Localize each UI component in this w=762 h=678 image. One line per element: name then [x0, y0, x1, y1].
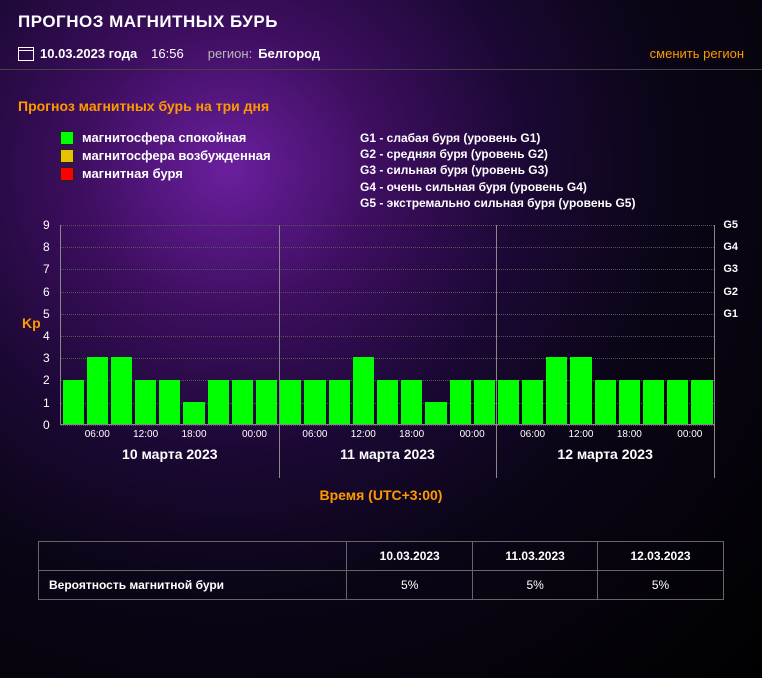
legend-label: магнитная буря: [82, 166, 183, 181]
kp-bar: [111, 357, 132, 424]
x-tick: 00:00: [677, 429, 702, 440]
y-tick: 3: [43, 351, 50, 365]
table-header: 10.03.2023: [347, 541, 473, 570]
change-region-link[interactable]: сменить регион: [650, 46, 744, 61]
day-label: 11 марта 2023: [340, 446, 435, 462]
day-label: 12 марта 2023: [557, 446, 652, 462]
kp-bar: [522, 380, 543, 424]
y-tick: 2: [43, 373, 50, 387]
table-cell: 5%: [473, 570, 598, 599]
kp-bar: [63, 380, 84, 424]
kp-bar: [377, 380, 398, 424]
kp-bar: [643, 380, 664, 424]
row-label: Вероятность магнитной бури: [39, 570, 347, 599]
x-tick: 00:00: [460, 429, 485, 440]
table-row: Вероятность магнитной бури5%5%5%: [39, 570, 724, 599]
kp-bar: [498, 380, 519, 424]
kp-chart: Kp 0123456789G1G2G3G4G506:0012:0018:0000…: [18, 225, 744, 503]
legend-swatch: [60, 131, 74, 145]
legend-item: магнитосфера спокойная: [60, 130, 360, 145]
kp-bar: [401, 380, 422, 424]
kp-bar: [208, 380, 229, 424]
g-level-label: G1 - слабая буря (уровень G1): [360, 130, 635, 146]
legend-swatch: [60, 149, 74, 163]
legend-item: магнитная буря: [60, 166, 360, 181]
y-tick: 7: [43, 262, 50, 276]
kp-bar: [87, 357, 108, 424]
table-header: 11.03.2023: [473, 541, 598, 570]
x-tick: 06:00: [85, 429, 110, 440]
g-tick: G4: [723, 241, 738, 253]
y-tick: 6: [43, 285, 50, 299]
y-tick: 1: [43, 396, 50, 410]
kp-bar: [691, 380, 712, 424]
calendar-icon: [18, 47, 34, 61]
region-value: Белгород: [258, 46, 320, 61]
kp-bar: [353, 357, 374, 424]
kp-bar: [256, 380, 277, 424]
g-tick: G3: [723, 263, 738, 275]
x-tick: 12:00: [351, 429, 376, 440]
kp-bar: [570, 357, 591, 424]
kp-bar: [232, 380, 253, 424]
table-cell: 5%: [598, 570, 724, 599]
page-title: ПРОГНОЗ МАГНИТНЫХ БУРЬ: [18, 12, 744, 32]
kp-bar: [546, 357, 567, 424]
x-tick: 18:00: [182, 429, 207, 440]
legend-label: магнитосфера возбужденная: [82, 148, 271, 163]
g-tick: G5: [723, 219, 738, 231]
kp-bar: [619, 380, 640, 424]
region-label: регион:: [208, 46, 252, 61]
kp-bar: [135, 380, 156, 424]
x-tick: 18:00: [399, 429, 424, 440]
g-level-label: G3 - сильная буря (уровень G3): [360, 162, 635, 178]
table-header: [39, 541, 347, 570]
y-tick: 4: [43, 329, 50, 343]
kp-bar: [667, 380, 688, 424]
y-tick: 8: [43, 240, 50, 254]
x-tick: 06:00: [302, 429, 327, 440]
legend: магнитосфера спокойная магнитосфера возбу…: [0, 126, 762, 219]
info-bar: 10.03.2023 года 16:56 регион: Белгород с…: [0, 38, 762, 70]
table-cell: 5%: [347, 570, 473, 599]
day-label: 10 марта 2023: [122, 446, 217, 462]
x-tick: 12:00: [568, 429, 593, 440]
g-level-label: G5 - экстремально сильная буря (уровень …: [360, 195, 635, 211]
table-header: 12.03.2023: [598, 541, 724, 570]
kp-bar: [329, 380, 350, 424]
y-tick: 9: [43, 218, 50, 232]
kp-bar: [450, 380, 471, 424]
y-tick: 5: [43, 307, 50, 321]
y-axis-label: Kp: [22, 315, 41, 331]
x-tick: 06:00: [520, 429, 545, 440]
forecast-subtitle: Прогноз магнитных бурь на три дня: [0, 70, 762, 126]
y-tick: 0: [43, 418, 50, 432]
legend-swatch: [60, 167, 74, 181]
kp-bar: [280, 380, 301, 424]
kp-bar: [304, 380, 325, 424]
probability-table: 10.03.202311.03.202312.03.2023Вероятност…: [38, 541, 724, 600]
g-level-label: G2 - средняя буря (уровень G2): [360, 146, 635, 162]
x-tick: 18:00: [617, 429, 642, 440]
kp-bar: [595, 380, 616, 424]
g-tick: G1: [723, 308, 738, 320]
kp-bar: [474, 380, 495, 424]
time-text: 16:56: [151, 46, 184, 61]
x-tick: 00:00: [242, 429, 267, 440]
g-tick: G2: [723, 286, 738, 298]
x-tick: 12:00: [133, 429, 158, 440]
kp-bar: [183, 402, 204, 424]
legend-item: магнитосфера возбужденная: [60, 148, 360, 163]
kp-bar: [425, 402, 446, 424]
x-axis-label: Время (UTC+3:00): [18, 487, 744, 503]
legend-label: магнитосфера спокойная: [82, 130, 246, 145]
kp-bar: [159, 380, 180, 424]
date-text: 10.03.2023 года: [40, 46, 137, 61]
g-level-label: G4 - очень сильная буря (уровень G4): [360, 179, 635, 195]
